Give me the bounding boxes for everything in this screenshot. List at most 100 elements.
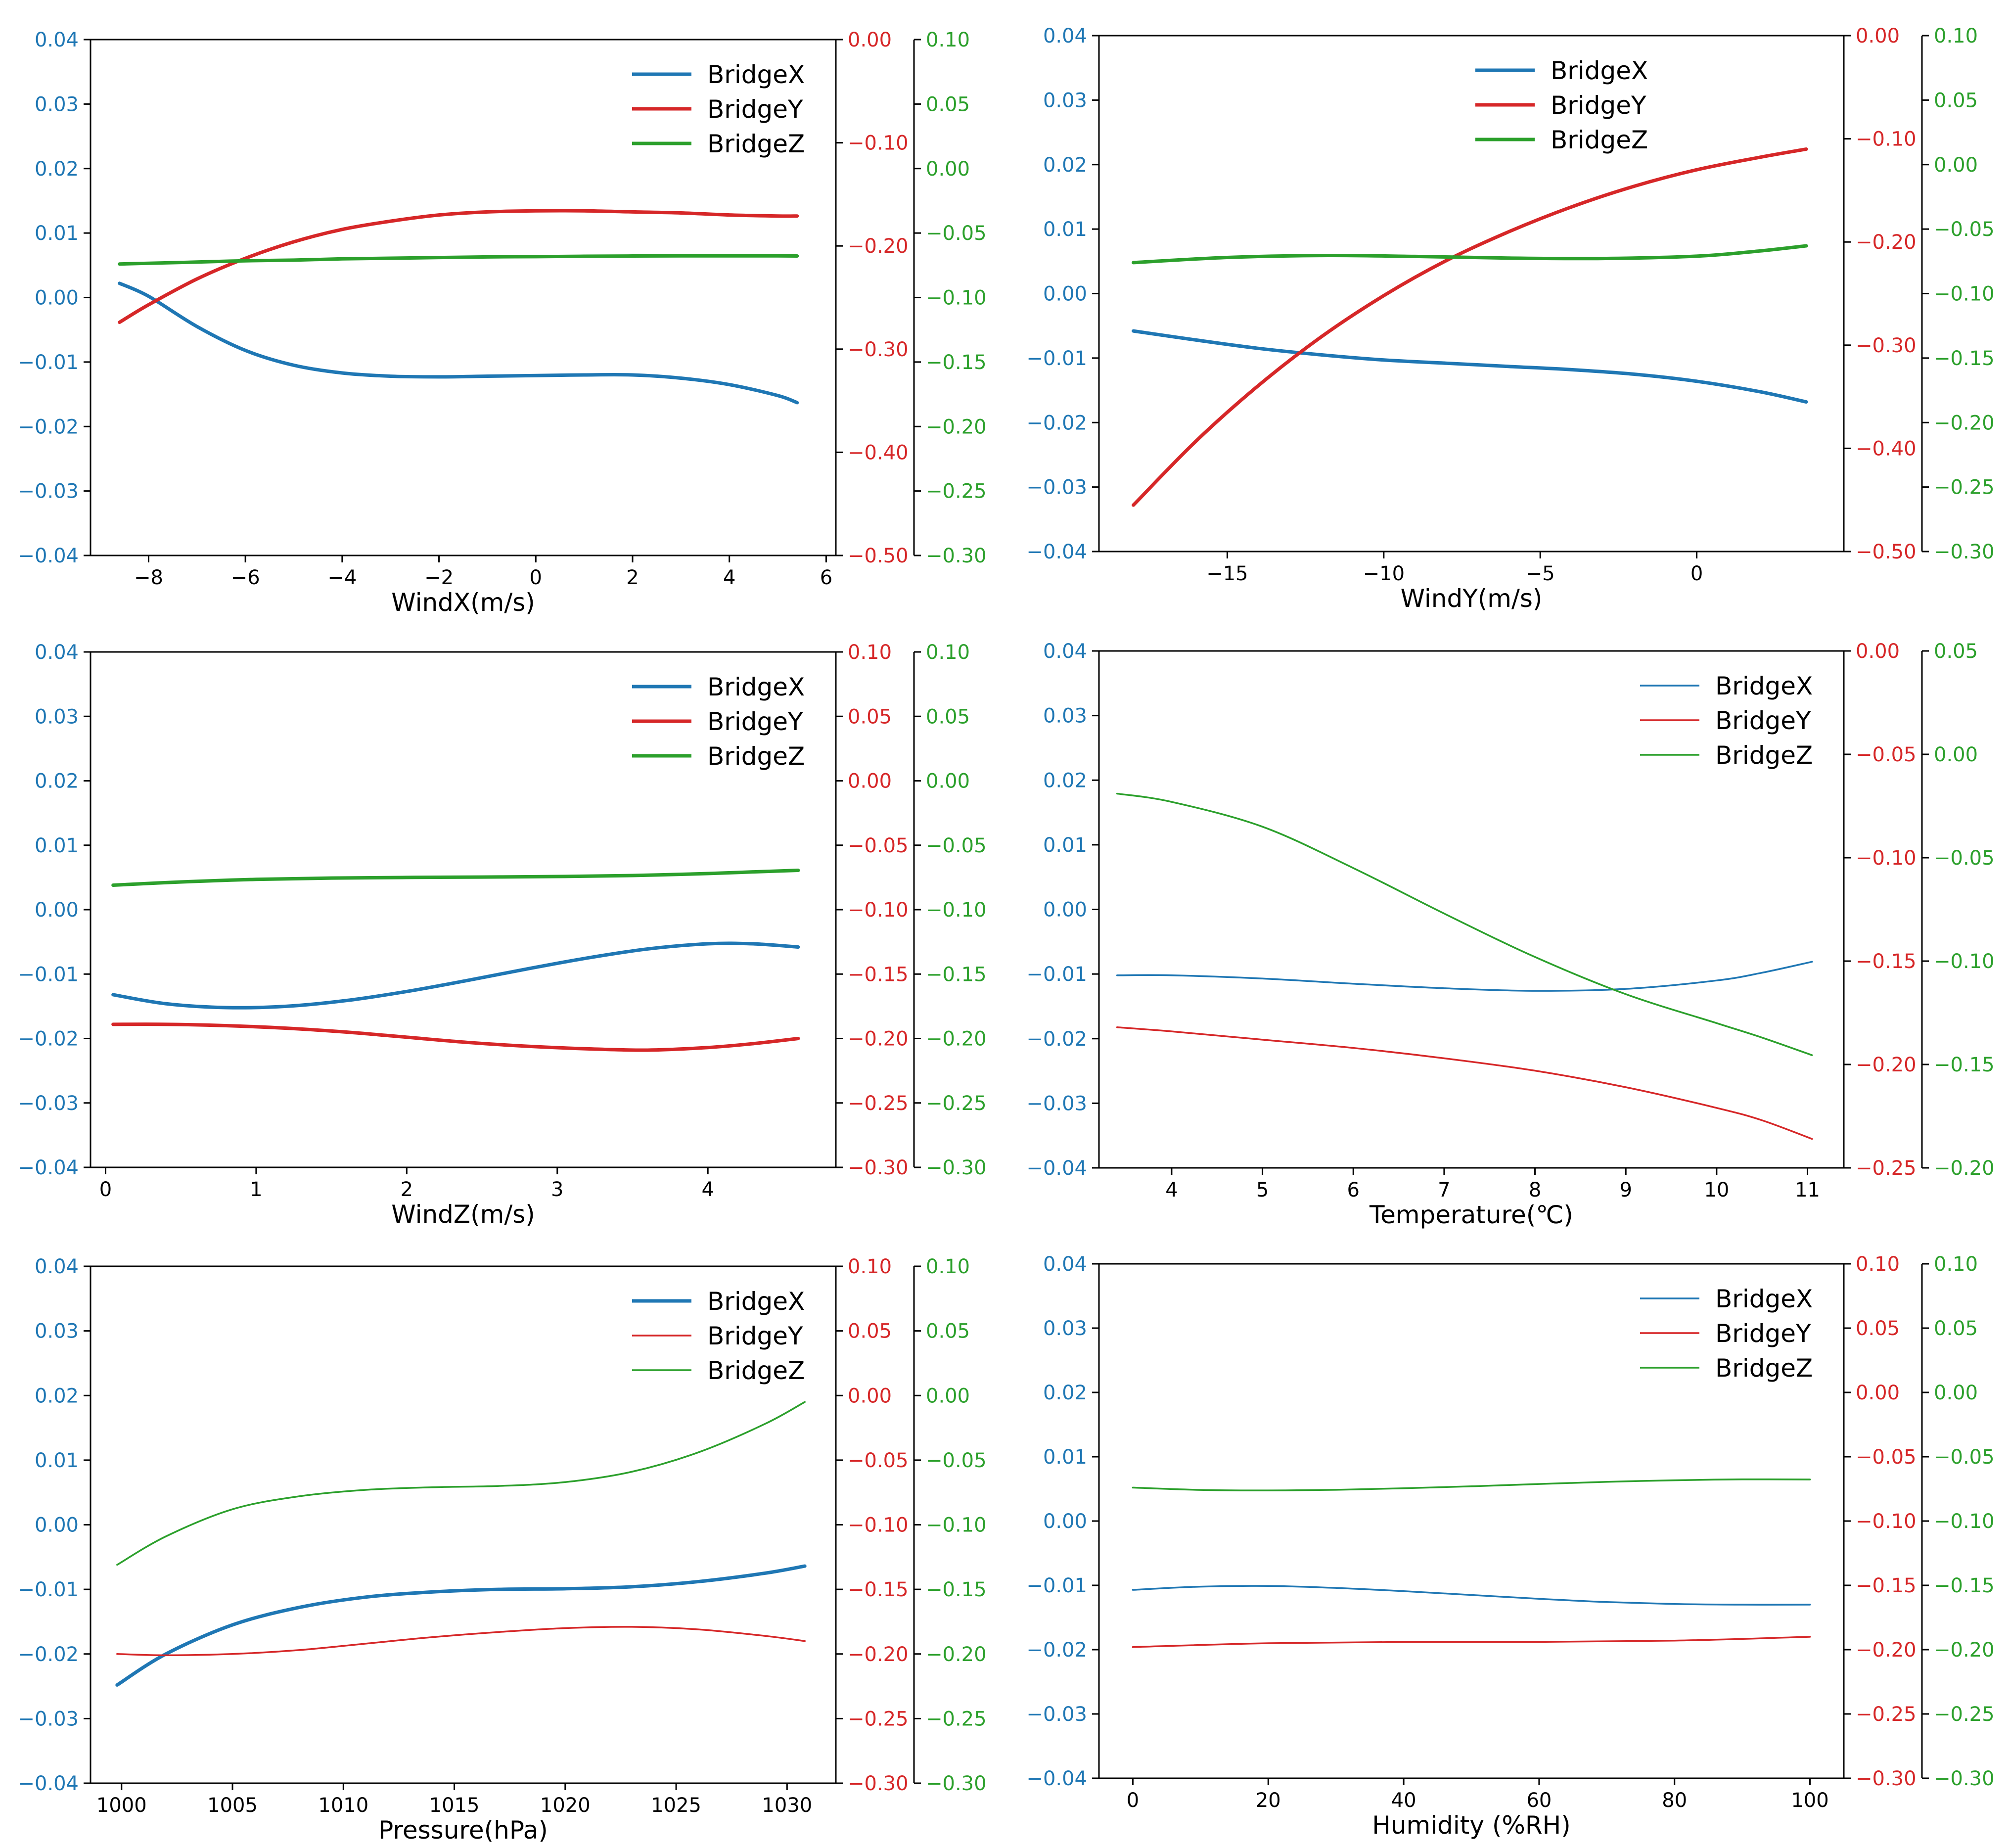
y-tick-label-left: −0.01 [1026,1574,1087,1597]
y-tick-label-left: −0.01 [18,351,79,374]
y-tick-label-right2: −0.30 [926,1772,987,1795]
y-tick-label-right1: 0.05 [848,1320,892,1343]
y-tick-label-right2: −0.10 [1934,950,1995,973]
y-tick-label-right1: −0.15 [848,963,909,986]
y-tick-label-right2: 0.00 [1934,154,1978,177]
x-tick-label: 4 [701,1178,714,1201]
y-tick-label-right1: −0.30 [1856,1767,1917,1790]
y-tick-label-right1: 0.00 [848,1385,892,1407]
series-line-bridgey [118,209,799,324]
series-line-bridgez [118,254,799,266]
x-tick-label: 1005 [207,1794,258,1817]
series-line-bridgex [118,281,799,405]
y-tick-label-right2: 0.10 [926,29,970,51]
y-tick-label-right2: −0.05 [1934,1446,1995,1469]
x-tick-label: 0 [1690,562,1703,585]
y-tick-label-left: 0.03 [1043,1317,1087,1340]
series-line-bridgey [1132,147,1808,507]
legend-label-bridgey: BridgeY [707,95,803,124]
x-tick-label: −2 [424,566,454,589]
y-tick-label-right1: −0.15 [1856,950,1917,973]
legend-label-bridgex: BridgeX [1715,672,1813,700]
y-tick-label-right2: −0.15 [1934,1054,1995,1076]
y-tick-label-right1: 0.05 [848,705,892,728]
legend-label-bridgex: BridgeX [1551,56,1648,85]
y-tick-label-left: −0.02 [18,416,79,438]
x-tick-label: 3 [551,1178,563,1201]
y-tick-label-right2: 0.05 [1934,89,1978,112]
y-tick-label-right2: −0.25 [1934,476,1995,499]
chart-panel-windz: 0 1 2 3 4 WindZ(m/s) −0.04 −0.03 −0.02 −0.01 0.00 0… [18,641,986,1229]
y-tick-label-right2: −0.05 [926,222,987,245]
y-tick-label-right2: −0.15 [926,351,987,374]
x-axis-title: WindY(m/s) [1401,584,1543,613]
y-tick-label-left: 0.01 [35,222,79,245]
y-tick-label-right1: −0.30 [848,338,909,361]
y-tick-label-right2: 0.05 [926,1320,970,1343]
series-line-bridgez [116,1401,806,1566]
y-tick-label-left: −0.02 [1026,1028,1087,1051]
legend-label-bridgex: BridgeX [707,1287,805,1316]
y-tick-label-left: 0.04 [1043,640,1087,663]
y-tick-label-right2: −0.20 [926,1643,987,1666]
legend-label-bridgex: BridgeX [707,673,805,701]
y-tick-label-left: 0.01 [35,1449,79,1472]
x-tick-label: 6 [1347,1179,1360,1201]
series-line-bridgex [1132,1585,1811,1606]
y-tick-label-left: 0.04 [35,641,79,664]
y-tick-label-right2: −0.25 [1934,1703,1995,1726]
x-tick-label: 1015 [429,1794,480,1817]
x-tick-label: 80 [1662,1789,1687,1812]
y-tick-label-left: −0.02 [1026,1639,1087,1662]
y-tick-label-left: −0.03 [18,1092,79,1115]
y-tick-label-right2: 0.00 [926,770,970,793]
x-tick-label: 2 [626,566,639,589]
y-tick-label-right2: −0.30 [1934,1767,1995,1790]
y-tick-label-right2: −0.05 [1934,218,1995,241]
y-tick-label-right1: −0.20 [1856,1639,1917,1662]
x-axis-title: Humidity (%RH) [1372,1811,1570,1840]
y-tick-label-right1: −0.25 [848,1092,909,1115]
x-tick-label: 1000 [96,1794,147,1817]
y-tick-label-right2: 0.00 [1934,1382,1978,1404]
x-tick-label: −4 [327,566,357,589]
x-tick-label: −6 [231,566,260,589]
y-tick-label-left: −0.03 [1026,476,1087,499]
y-tick-label-right2: −0.15 [1934,347,1995,370]
y-tick-label-right2: 0.00 [926,1385,970,1407]
y-tick-label-right1: −0.15 [1856,1574,1917,1597]
chart-panel-windx: −8 −6 −4 −2 0 2 4 6 WindX(m/s) −0.04 −0.03 −0.02 −0.… [18,29,986,617]
y-tick-label-left: 0.02 [35,158,79,181]
y-tick-label-left: −0.04 [1026,1157,1087,1180]
y-tick-label-right1: −0.25 [848,1708,909,1730]
legend-label-bridgez: BridgeZ [1551,126,1648,154]
y-tick-label-right2: −0.10 [926,287,987,310]
y-tick-label-left: 0.02 [1043,154,1087,177]
y-tick-label-left: −0.01 [18,1578,79,1601]
x-tick-label: 1 [250,1178,262,1201]
y-tick-label-right1: −0.10 [848,1514,909,1537]
y-tick-label-left: 0.00 [1043,1510,1087,1533]
y-tick-label-right2: −0.30 [1934,541,1995,563]
x-tick-label: 1025 [651,1794,701,1817]
legend-label-bridgez: BridgeZ [1715,1354,1813,1383]
legend-label-bridgez: BridgeZ [707,1356,805,1385]
y-tick-label-right2: −0.15 [1934,1574,1995,1597]
y-tick-label-left: −0.01 [1026,963,1087,986]
y-tick-label-right2: −0.25 [926,1708,987,1730]
y-tick-label-left: 0.02 [35,770,79,793]
y-tick-label-right1: −0.25 [1856,1703,1917,1726]
x-tick-label: −8 [134,566,163,589]
series-line-bridgez [1132,244,1808,265]
y-tick-label-right2: −0.20 [1934,412,1995,434]
y-tick-label-right2: 0.10 [926,641,970,664]
y-tick-label-left: 0.02 [35,1385,79,1407]
y-tick-label-right1: −0.30 [848,1772,909,1795]
y-tick-label-left: −0.02 [1026,412,1087,434]
legend-label-bridgey: BridgeY [1715,706,1811,735]
y-tick-label-left: −0.03 [1026,1703,1087,1726]
y-tick-label-right1: −0.05 [848,1449,909,1472]
y-tick-label-right2: −0.05 [1934,847,1995,870]
y-tick-label-right2: −0.20 [1934,1157,1995,1180]
